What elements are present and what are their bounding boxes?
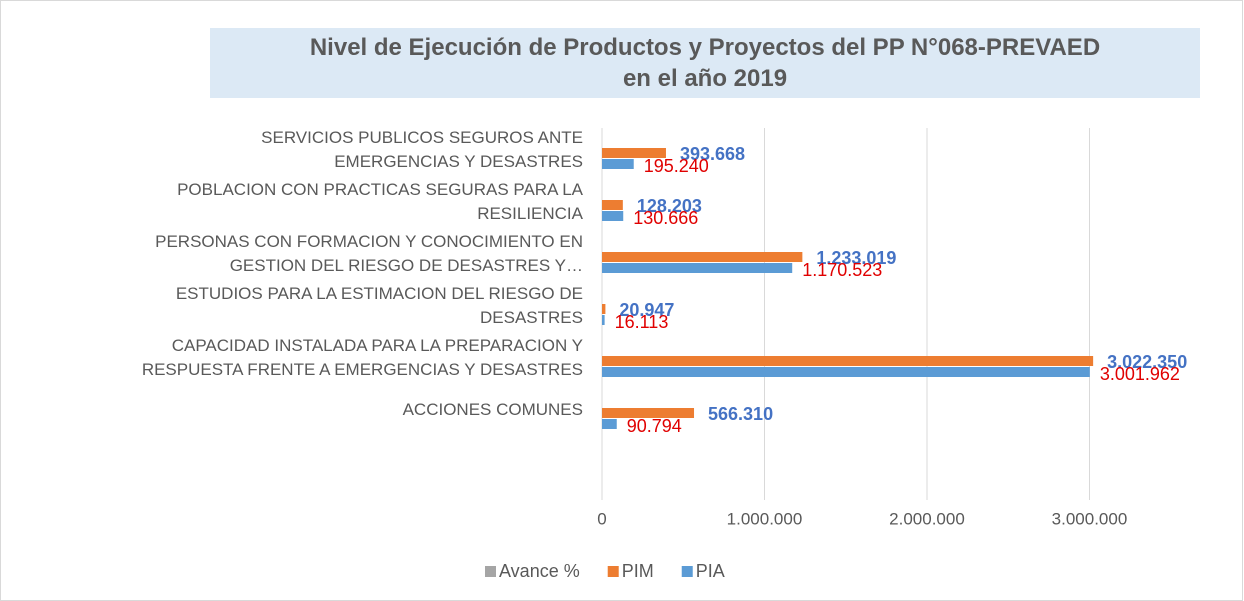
category-label: ACCIONES COMUNES xyxy=(403,400,583,419)
category-label-line: ESTUDIOS PARA LA ESTIMACION DEL RIESGO D… xyxy=(176,284,583,303)
category-label: CAPACIDAD INSTALADA PARA LA PREPARACION … xyxy=(142,336,583,379)
data-label: 130.666 xyxy=(633,208,698,228)
bar xyxy=(602,419,617,429)
category-label-line: ACCIONES COMUNES xyxy=(403,400,583,419)
category-label-line: SERVICIOS PUBLICOS SEGUROS ANTE xyxy=(261,128,583,147)
category-label-line: POBLACION CON PRACTICAS SEGURAS PARA LA xyxy=(177,180,584,199)
category-label: SERVICIOS PUBLICOS SEGUROS ANTE EMERGENCI… xyxy=(261,128,583,171)
x-tick-label: 0 xyxy=(597,509,606,528)
data-label: 3.022.350 xyxy=(1107,352,1187,372)
data-label: 1.233.019 xyxy=(816,248,896,268)
chart-title: Nivel de Ejecución de Productos y Proyec… xyxy=(210,28,1200,98)
bar xyxy=(602,252,803,262)
category-label-line: EMERGENCIAS Y DESASTRES xyxy=(334,152,583,171)
x-tick-label: 3.000.000 xyxy=(1052,509,1128,528)
bar xyxy=(602,211,624,221)
category-label: ESTUDIOS PARA LA ESTIMACION DEL RIESGO D… xyxy=(176,284,583,327)
data-label: 90.794 xyxy=(627,416,682,436)
legend-label: PIM xyxy=(622,561,654,581)
x-tick-label: 1.000.000 xyxy=(727,509,803,528)
data-label: 195.240 xyxy=(644,156,709,176)
category-label-line: CAPACIDAD INSTALADA PARA LA PREPARACION … xyxy=(172,336,583,355)
data-label: 1.170.523 xyxy=(802,260,882,280)
legend-swatch xyxy=(681,566,693,577)
bar xyxy=(602,367,1090,377)
x-tick-label: 2.000.000 xyxy=(889,509,965,528)
legend-swatch xyxy=(607,566,619,577)
category-label: POBLACION CON PRACTICAS SEGURAS PARA LA R… xyxy=(177,180,584,223)
data-label: 20.947 xyxy=(619,300,674,320)
legend-swatch xyxy=(485,566,496,577)
category-label: PERSONAS CON FORMACION Y CONOCIMIENTO EN… xyxy=(155,232,583,275)
category-label-line: DESASTRES xyxy=(480,308,583,327)
bar xyxy=(602,356,1094,366)
legend-label: PIA xyxy=(696,561,725,581)
data-label: 128.203 xyxy=(637,196,702,216)
legend-label: Avance % xyxy=(499,561,580,581)
category-label-line: PERSONAS CON FORMACION Y CONOCIMIENTO EN xyxy=(155,232,583,251)
data-label: 16.113 xyxy=(615,312,669,332)
bar xyxy=(602,263,793,273)
bar xyxy=(602,304,606,314)
bar xyxy=(602,315,605,325)
bar xyxy=(602,408,695,418)
data-label: 566.310 xyxy=(708,404,773,424)
bar xyxy=(602,148,666,158)
category-label-line: RESPUESTA FRENTE A EMERGENCIAS Y DESASTR… xyxy=(142,360,583,379)
category-label-line: RESILIENCIA xyxy=(477,204,583,223)
category-label-line: GESTION DEL RIESGO DE DESASTRES Y… xyxy=(230,256,583,275)
data-label: 3.001.962 xyxy=(1100,364,1180,384)
bar xyxy=(602,159,634,169)
bar xyxy=(602,200,623,210)
data-label: 393.668 xyxy=(680,144,745,164)
